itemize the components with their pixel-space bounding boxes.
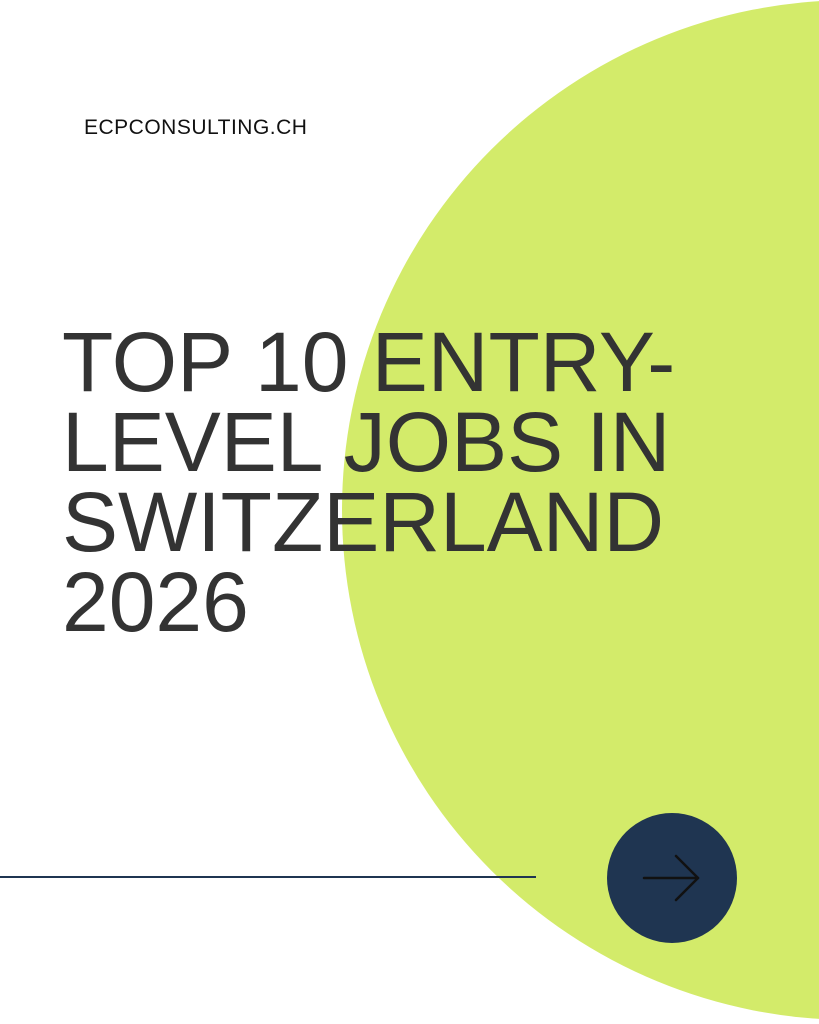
- arrow-right-icon: [642, 854, 700, 902]
- brand-text: ECPCONSULTING.CH: [84, 116, 308, 139]
- divider-line: [0, 876, 536, 878]
- headline-line-4: 2026: [62, 555, 249, 649]
- headline-line-1: TOP 10 ENTRY-: [62, 315, 676, 409]
- headline: TOP 10 ENTRY- LEVEL JOBS IN SWITZERLAND …: [62, 315, 762, 649]
- headline-line-2: LEVEL JOBS IN: [62, 395, 671, 489]
- headline-line-3: SWITZERLAND: [62, 475, 665, 569]
- next-button[interactable]: [607, 813, 737, 943]
